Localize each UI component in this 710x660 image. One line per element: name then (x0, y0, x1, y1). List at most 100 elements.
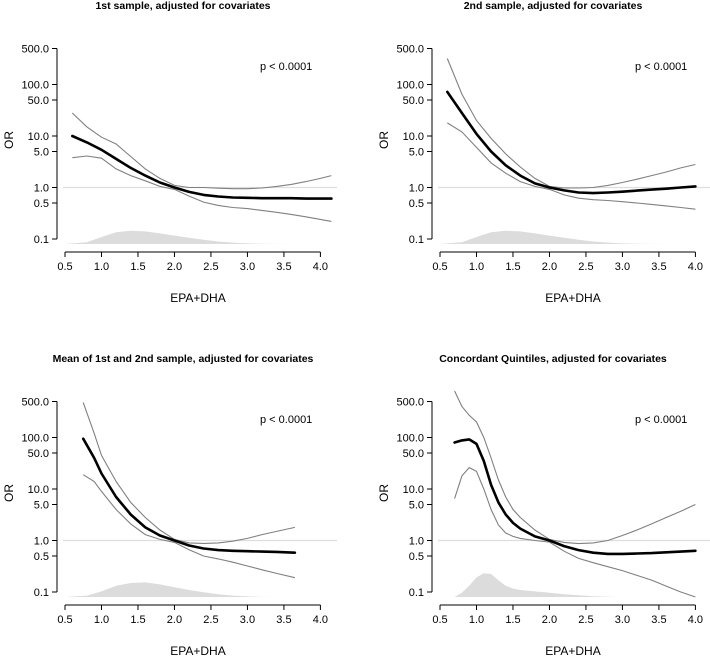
x-axis-label: EPA+DHA (545, 291, 600, 305)
panel-4: 0.5 1.0 1.5 2.0 2.5 3.0 3.5 4.0 EPA+DHA 0.1 0.5 1.0… (377, 353, 710, 658)
ci-upper-line (71, 112, 332, 190)
plot-area: 0.5 1.0 1.5 2.0 2.5 3.0 3.5 4.0 EPA+DHA 0.1 0.5 1.0… (2, 44, 337, 305)
x-axis-label: EPA+DHA (170, 644, 225, 658)
x-tick-label: 0.5 (432, 261, 447, 273)
plot-area: 0.5 1.0 1.5 2.0 2.5 3.0 3.5 4.0 EPA+DHA 0.1 0.5 1.0… (377, 44, 710, 305)
x-tick-label: 4.0 (313, 614, 328, 626)
x-tick-label: 3.5 (276, 614, 291, 626)
or-line (453, 438, 697, 556)
y-tick-label: 10.0 (403, 484, 424, 496)
x-tick-label: 2.5 (203, 614, 218, 626)
panel-1: 0.5 1.0 1.5 2.0 2.5 3.0 3.5 4.0 EPA+DHA 0.1 0.5 1.0… (2, 0, 337, 305)
x-tick-label: 3.0 (240, 614, 255, 626)
plot-area: 0.5 1.0 1.5 2.0 2.5 3.0 3.5 4.0 EPA+DHA 0.1 0.5 1.0… (2, 397, 337, 658)
x-axis-label: EPA+DHA (545, 644, 600, 658)
panel-title: Mean of 1st and 2nd sample, adjusted for… (53, 353, 314, 365)
ci-lower-line (82, 474, 296, 579)
y-tick-label: 1.0 (34, 536, 49, 548)
y-tick-label: 10.0 (28, 484, 49, 496)
y-tick-label: 10.0 (403, 131, 424, 143)
y-tick-label: 5.0 (34, 147, 49, 159)
p-value-label: p < 0.0001 (260, 414, 312, 426)
x-tick-label: 3.5 (651, 261, 666, 273)
y-axis-label: OR (377, 131, 391, 149)
y-tick-label: 500.0 (21, 397, 49, 409)
x-tick-label: 2.0 (167, 261, 182, 273)
y-tick-label: 0.1 (409, 587, 424, 599)
or-line (81, 437, 297, 554)
x-axis-label: EPA+DHA (170, 291, 225, 305)
ci-upper-line (82, 402, 296, 544)
panel-3: 0.5 1.0 1.5 2.0 2.5 3.0 3.5 4.0 EPA+DHA 0.1 0.5 1.0… (2, 353, 337, 658)
y-tick-label: 1.0 (409, 183, 424, 195)
x-tick-label: 3.5 (651, 614, 666, 626)
x-tick-label: 1.0 (94, 261, 109, 273)
x-tick-label: 1.5 (505, 261, 520, 273)
x-tick-label: 0.5 (432, 614, 447, 626)
y-tick-label: 50.0 (28, 95, 49, 107)
x-tick-label: 3.0 (240, 261, 255, 273)
y-tick-label: 50.0 (403, 448, 424, 460)
y-tick-label: 0.1 (409, 234, 424, 246)
p-value-label: p < 0.0001 (260, 61, 312, 73)
y-axis-label: OR (2, 484, 16, 502)
y-tick-label: 5.0 (409, 147, 424, 159)
x-tick-label: 2.5 (578, 261, 593, 273)
y-tick-label: 5.0 (409, 500, 424, 512)
y-tick-label: 0.5 (409, 551, 424, 563)
y-tick-label: 500.0 (396, 397, 424, 409)
x-tick-label: 2.5 (203, 261, 218, 273)
panel-title: 2nd sample, adjusted for covariates (464, 0, 643, 12)
x-tick-label: 1.0 (469, 614, 484, 626)
y-tick-label: 50.0 (28, 448, 49, 460)
y-tick-label: 0.1 (34, 587, 49, 599)
density-area (440, 230, 667, 244)
ci-lower-line (454, 466, 696, 598)
x-tick-label: 4.0 (688, 614, 703, 626)
x-tick-label: 3.5 (276, 261, 291, 273)
y-tick-label: 10.0 (28, 131, 49, 143)
density-area (454, 573, 623, 597)
ci-upper-line (454, 390, 696, 545)
panel-title: Concordant Quintiles, adjusted for covar… (439, 353, 667, 365)
x-tick-label: 2.0 (542, 261, 557, 273)
x-tick-label: 4.0 (313, 261, 328, 273)
panel-title: 1st sample, adjusted for covariates (95, 0, 270, 12)
y-tick-label: 100.0 (21, 80, 49, 92)
y-tick-label: 5.0 (34, 500, 49, 512)
density-area (65, 582, 277, 597)
x-tick-label: 2.0 (542, 614, 557, 626)
x-tick-label: 1.0 (469, 261, 484, 273)
x-tick-label: 1.0 (94, 614, 109, 626)
or-line (71, 134, 333, 200)
y-tick-label: 0.1 (34, 234, 49, 246)
x-tick-label: 2.5 (578, 614, 593, 626)
ci-lower-line (72, 155, 332, 222)
y-tick-label: 0.5 (409, 198, 424, 210)
or-line (446, 90, 697, 195)
x-tick-label: 0.5 (57, 261, 72, 273)
y-tick-label: 1.0 (409, 536, 424, 548)
y-tick-label: 500.0 (396, 44, 424, 56)
ci-upper-line (446, 58, 696, 189)
plot-area: 0.5 1.0 1.5 2.0 2.5 3.0 3.5 4.0 EPA+DHA 0.1 0.5 1.0… (377, 390, 710, 658)
x-tick-label: 0.5 (57, 614, 72, 626)
ci-lower-line (447, 122, 696, 210)
x-tick-label: 3.0 (615, 614, 630, 626)
density-area (65, 230, 292, 244)
y-axis-label: OR (377, 484, 391, 502)
x-tick-label: 2.0 (167, 614, 182, 626)
y-axis-label: OR (2, 131, 16, 149)
x-tick-label: 1.5 (130, 614, 145, 626)
y-tick-label: 50.0 (403, 95, 424, 107)
x-tick-label: 1.5 (505, 614, 520, 626)
panel-2: 0.5 1.0 1.5 2.0 2.5 3.0 3.5 4.0 EPA+DHA 0.1 0.5 1.0… (377, 0, 710, 305)
x-tick-label: 4.0 (688, 261, 703, 273)
y-tick-label: 100.0 (21, 433, 49, 445)
y-tick-label: 100.0 (396, 80, 424, 92)
p-value-label: p < 0.0001 (635, 61, 687, 73)
y-tick-label: 500.0 (21, 44, 49, 56)
y-tick-label: 100.0 (396, 433, 424, 445)
p-value-label: p < 0.0001 (635, 414, 687, 426)
